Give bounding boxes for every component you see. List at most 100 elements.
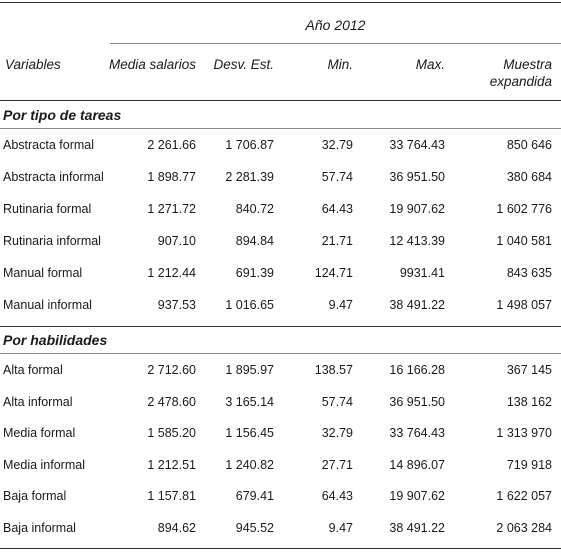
column-header-desv-est: Desv. Est. bbox=[213, 57, 274, 72]
table-cell: 19 907.62 bbox=[389, 489, 445, 503]
table-cell: 57.74 bbox=[321, 394, 353, 409]
row-label: Baja formal bbox=[3, 489, 67, 503]
table-cell: 679.41 bbox=[235, 489, 274, 503]
table-cell: 1 498 057 bbox=[496, 298, 552, 312]
table-cell: 138 162 bbox=[506, 394, 552, 409]
table-cell: 1 898.77 bbox=[147, 170, 196, 184]
table-row: Manual formal 1 212.44 691.39 124.71 9931.41… bbox=[0, 266, 561, 286]
table-cell: 719 918 bbox=[506, 457, 552, 472]
table-row: Baja informal 894.62 945.52 9.47 38 491.22 2 … bbox=[0, 521, 561, 541]
table-row: Alta informal 2 478.60 3 165.14 57.74 36 951… bbox=[0, 395, 561, 415]
section-title: Por habilidades bbox=[3, 332, 108, 348]
table-cell: 32.79 bbox=[321, 426, 353, 440]
table-cell: 1 240.82 bbox=[225, 457, 274, 472]
column-header-expandida: expandida bbox=[489, 74, 552, 89]
table-cell: 9931.41 bbox=[399, 266, 445, 280]
row-label: Alta formal bbox=[3, 363, 63, 377]
table-cell: 9.47 bbox=[328, 520, 353, 535]
table-row: Alta formal 2 712.60 1 895.97 138.57 16 166.… bbox=[0, 363, 561, 383]
row-label: Abstracta informal bbox=[3, 170, 104, 184]
table-row: Baja formal 1 157.81 679.41 64.43 19 907.62 1… bbox=[0, 489, 561, 509]
table-cell: 367 145 bbox=[506, 363, 552, 377]
row-label: Rutinaria formal bbox=[3, 202, 92, 216]
table-cell: 1 040 581 bbox=[496, 234, 552, 248]
table-cell: 32.79 bbox=[321, 138, 353, 152]
table-cell: 1 157.81 bbox=[147, 489, 196, 503]
row-label: Rutinaria informal bbox=[3, 234, 101, 248]
column-header-max: Max. bbox=[415, 57, 445, 72]
table-cell: 33 764.43 bbox=[389, 138, 445, 152]
section-divider-rule bbox=[0, 326, 561, 327]
table-row: Manual informal 937.53 1 016.65 9.47 38 491.… bbox=[0, 298, 561, 318]
table-cell: 380 684 bbox=[506, 170, 552, 184]
table-cell: 843 635 bbox=[506, 266, 552, 280]
table-cell: 124.71 bbox=[314, 266, 353, 280]
row-label: Abstracta formal bbox=[3, 138, 95, 152]
table-cell: 1 622 057 bbox=[496, 489, 552, 503]
table-cell: 16 166.28 bbox=[389, 363, 445, 377]
column-header-variables: Variables bbox=[5, 57, 61, 72]
table-cell: 1 313 970 bbox=[496, 426, 552, 440]
table-cell: 36 951.50 bbox=[389, 170, 445, 184]
table-row: Rutinaria informal 907.10 894.84 21.71 12 41… bbox=[0, 234, 561, 254]
table-cell: 894.62 bbox=[157, 520, 196, 535]
table-row: Rutinaria formal 1 271.72 840.72 64.43 19 90… bbox=[0, 202, 561, 222]
row-label: Alta informal bbox=[3, 394, 73, 409]
table-cell: 1 016.65 bbox=[225, 298, 274, 312]
table-cell: 2 478.60 bbox=[147, 394, 196, 409]
top-rule bbox=[0, 2, 561, 3]
year-rule bbox=[110, 43, 561, 44]
table-cell: 1 212.51 bbox=[147, 457, 196, 472]
table-cell: 2 063 284 bbox=[496, 520, 552, 535]
table-cell: 19 907.62 bbox=[389, 202, 445, 216]
table-cell: 33 764.43 bbox=[389, 426, 445, 440]
column-header-media-salarios: Media salarios bbox=[108, 57, 196, 72]
table-cell: 937.53 bbox=[157, 298, 196, 312]
row-label: Baja informal bbox=[3, 520, 76, 535]
table-cell: 1 602 776 bbox=[496, 202, 552, 216]
row-label: Manual informal bbox=[3, 298, 92, 312]
column-header-min: Min. bbox=[327, 57, 353, 72]
table-cell: 21.71 bbox=[321, 234, 353, 248]
table-cell: 2 281.39 bbox=[225, 170, 274, 184]
table-cell: 36 951.50 bbox=[389, 394, 445, 409]
row-label: Manual formal bbox=[3, 266, 83, 280]
table-cell: 1 212.44 bbox=[147, 266, 196, 280]
table-cell: 1 271.72 bbox=[147, 202, 196, 216]
column-header-muestra: Muestra bbox=[503, 57, 552, 72]
row-label: Media informal bbox=[3, 457, 85, 472]
table-cell: 64.43 bbox=[321, 489, 353, 503]
table-cell: 64.43 bbox=[321, 202, 353, 216]
table-cell: 907.10 bbox=[157, 234, 196, 248]
table-cell: 38 491.22 bbox=[389, 298, 445, 312]
table-cell: 2 712.60 bbox=[147, 363, 196, 377]
table-cell: 9.47 bbox=[328, 298, 353, 312]
section-rule bbox=[0, 128, 561, 129]
table-cell: 138.57 bbox=[314, 363, 353, 377]
table-cell: 14 896.07 bbox=[389, 457, 445, 472]
row-label: Media formal bbox=[3, 426, 76, 440]
table-cell: 1 706.87 bbox=[225, 138, 274, 152]
year-header: Año 2012 bbox=[305, 17, 366, 33]
header-rule bbox=[0, 100, 561, 101]
table-row: Abstracta informal 1 898.77 2 281.39 57.74 3… bbox=[0, 170, 561, 190]
table-cell: 38 491.22 bbox=[389, 520, 445, 535]
table-cell: 1 156.45 bbox=[225, 426, 274, 440]
table-cell: 27.71 bbox=[321, 457, 353, 472]
table-row: Media informal 1 212.51 1 240.82 27.71 14 89… bbox=[0, 458, 561, 478]
table-cell: 2 261.66 bbox=[147, 138, 196, 152]
table-row: Media formal 1 585.20 1 156.45 32.79 33 764.… bbox=[0, 426, 561, 446]
table-cell: 691.39 bbox=[235, 266, 274, 280]
section-rule bbox=[0, 353, 561, 354]
section-title: Por tipo de tareas bbox=[3, 107, 122, 123]
table-row: Abstracta formal 2 261.66 1 706.87 32.79 33 … bbox=[0, 138, 561, 158]
table-cell: 3 165.14 bbox=[225, 394, 274, 409]
table-cell: 1 895.97 bbox=[225, 363, 274, 377]
table-cell: 840.72 bbox=[235, 202, 274, 216]
table-cell: 57.74 bbox=[321, 170, 353, 184]
table-cell: 945.52 bbox=[235, 520, 274, 535]
table-cell: 12 413.39 bbox=[389, 234, 445, 248]
table-cell: 1 585.20 bbox=[147, 426, 196, 440]
table-cell: 850 646 bbox=[506, 138, 552, 152]
